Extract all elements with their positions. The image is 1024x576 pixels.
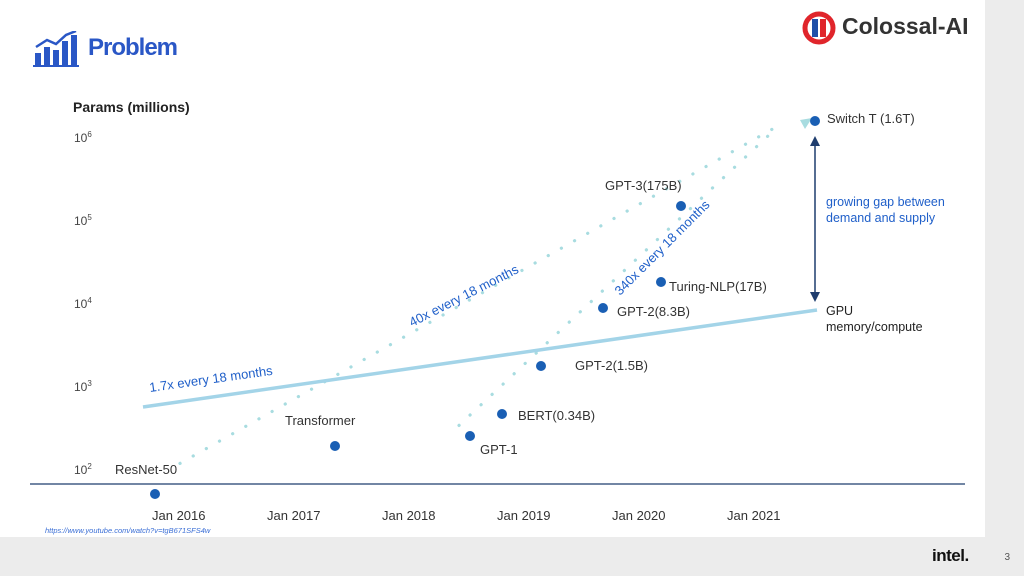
label-gpt-2-8-3b: GPT-2(8.3B) [617,304,690,319]
y-axis-title: Params (millions) [73,99,190,115]
brand-logo-text: Colossal-AI [842,13,969,39]
y-tick-label: 105 [74,213,92,228]
point-turing-nlp-17b [656,277,666,287]
point-gpt-3-175b [676,201,686,211]
footer-bar [0,537,1024,576]
y-tick-label: 106 [74,130,92,145]
x-tick-label: Jan 2020 [612,508,666,523]
point-gpt-2-8-3b [598,303,608,313]
gap-annotation-line: growing gap between [826,195,945,209]
y-tick-label: 103 [74,379,92,394]
x-tick-label: Jan 2016 [152,508,206,523]
data-points [150,116,820,499]
x-tick-label: Jan 2021 [727,508,781,523]
intel-logo: intel. [932,546,969,565]
label-transformer: Transformer [285,413,356,428]
source-url[interactable]: https://www.youtube.com/watch?v=tgB671SF… [45,526,211,535]
point-bert-0-34b [497,409,507,419]
point-resnet-50 [150,489,160,499]
point-gpt-1 [465,431,475,441]
trend-340x-line [457,125,780,427]
gpu-annotation-line: GPU [826,304,853,318]
trend-arrowhead [800,118,812,129]
trend-40x-label: 40x every 18 months [407,261,522,329]
label-turing-nlp-17b: Turing-NLP(17B) [669,279,767,294]
y-tick-label: 104 [74,296,92,311]
x-tick-label: Jan 2017 [267,508,321,523]
x-tick-label: Jan 2018 [382,508,436,523]
point-labels: ResNet-50 Transformer GPT-1 BERT(0.34B) GPT-… [115,111,915,477]
bar-chart-trend-icon [33,31,79,67]
y-tick-label: 102 [74,462,92,477]
right-margin-strip [985,0,1024,576]
point-transformer [330,441,340,451]
trend-40x-line [178,123,782,466]
gap-arrow-head-up [810,136,820,146]
gap-annotation-line: demand and supply [826,211,936,225]
trend-1-7x-line [142,308,818,409]
gpu-annotation-line: memory/compute [826,320,923,334]
label-switch-t-1-6t: Switch T (1.6T) [827,111,915,126]
label-resnet-50: ResNet-50 [115,462,177,477]
page-title: Problem [88,34,178,61]
label-gpt-3-175b: GPT-3(175B) [605,178,682,193]
annotations: growing gap between demand and supply GPU m… [810,136,945,334]
colossal-ai-logo-icon [802,11,836,45]
point-gpt-2-1-5b [536,361,546,371]
x-tick-label: Jan 2019 [497,508,551,523]
label-gpt-1: GPT-1 [480,442,518,457]
point-switch-t-1-6t [810,116,820,126]
gap-arrow-head-down [810,292,820,302]
label-bert-0-34b: BERT(0.34B) [518,408,595,423]
chart-axes: Params (millions) 106 105 104 103 102 Jan 2016… [30,99,965,523]
label-gpt-2-1-5b: GPT-2(1.5B) [575,358,648,373]
page-number: 3 [1004,552,1010,563]
